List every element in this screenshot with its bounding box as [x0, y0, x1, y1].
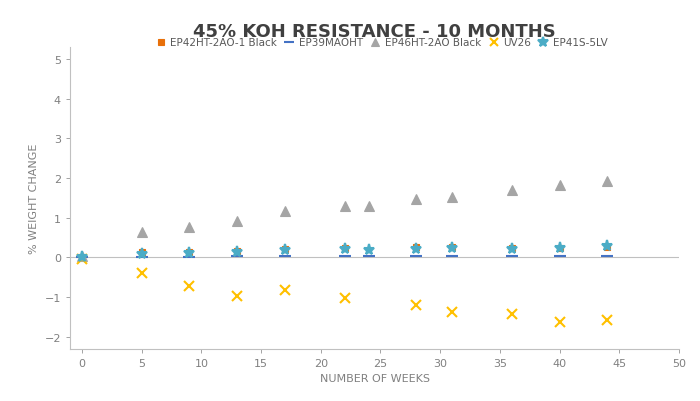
EP46HT-2AO Black [281, 209, 289, 214]
EP39MAOHT [233, 254, 242, 259]
EP39MAOHT [508, 254, 516, 259]
UV26 [281, 288, 289, 293]
EP46HT-2AO Black [233, 219, 242, 224]
EP46HT-2AO Black [555, 183, 564, 188]
EP41S-5LV [186, 251, 194, 255]
EP42HT-2AO-1 Black [137, 250, 146, 255]
EP46HT-2AO Black [603, 180, 612, 184]
EP42HT-2AO-1 Black [555, 245, 564, 250]
Y-axis label: % WEIGHT CHANGE: % WEIGHT CHANGE [29, 144, 39, 253]
UV26 [603, 318, 612, 323]
EP42HT-2AO-1 Black [603, 245, 612, 249]
EP42HT-2AO-1 Black [233, 249, 242, 253]
EP39MAOHT [281, 254, 289, 259]
EP39MAOHT [412, 254, 421, 259]
EP41S-5LV [281, 248, 289, 253]
EP46HT-2AO Black [364, 204, 372, 209]
Line: EP39MAOHT: EP39MAOHT [76, 251, 613, 263]
EP41S-5LV [555, 245, 564, 250]
EP46HT-2AO Black [137, 230, 146, 235]
Line: EP46HT-2AO Black: EP46HT-2AO Black [77, 177, 612, 261]
EP42HT-2AO-1 Black [412, 245, 421, 249]
EP42HT-2AO-1 Black [508, 245, 516, 250]
X-axis label: NUMBER OF WEEKS: NUMBER OF WEEKS [319, 373, 430, 383]
Line: EP42HT-2AO-1 Black: EP42HT-2AO-1 Black [78, 244, 611, 261]
Line: UV26: UV26 [77, 255, 612, 327]
Legend: EP42HT-2AO-1 Black, EP39MAOHT, EP46HT-2AO Black, UV26, EP41S-5LV: EP42HT-2AO-1 Black, EP39MAOHT, EP46HT-2A… [155, 38, 608, 48]
UV26 [78, 257, 86, 262]
EP39MAOHT [78, 255, 86, 260]
EP46HT-2AO Black [340, 204, 349, 209]
EP46HT-2AO Black [508, 188, 516, 193]
EP42HT-2AO-1 Black [281, 247, 289, 251]
EP39MAOHT [555, 254, 564, 259]
EP41S-5LV [233, 249, 242, 254]
UV26 [340, 296, 349, 301]
EP39MAOHT [137, 255, 146, 259]
EP42HT-2AO-1 Black [448, 245, 456, 249]
EP39MAOHT [364, 254, 372, 259]
EP41S-5LV [412, 247, 421, 251]
UV26 [137, 271, 146, 275]
EP41S-5LV [364, 247, 372, 252]
EP39MAOHT [448, 254, 456, 259]
UV26 [508, 312, 516, 316]
UV26 [186, 284, 194, 289]
EP41S-5LV [603, 244, 612, 249]
EP42HT-2AO-1 Black [340, 245, 349, 250]
EP46HT-2AO Black [448, 195, 456, 200]
EP41S-5LV [137, 251, 146, 256]
EP41S-5LV [448, 245, 456, 250]
EP42HT-2AO-1 Black [78, 255, 86, 259]
EP41S-5LV [508, 247, 516, 251]
EP46HT-2AO Black [186, 225, 194, 229]
UV26 [448, 310, 456, 315]
EP41S-5LV [78, 255, 86, 259]
Line: EP41S-5LV: EP41S-5LV [76, 241, 613, 263]
UV26 [412, 303, 421, 308]
EP39MAOHT [340, 254, 349, 259]
UV26 [233, 294, 242, 299]
EP39MAOHT [186, 255, 194, 259]
Title: 45% KOH RESISTANCE - 10 MONTHS: 45% KOH RESISTANCE - 10 MONTHS [193, 23, 556, 41]
EP46HT-2AO Black [78, 253, 86, 258]
UV26 [555, 320, 564, 324]
EP46HT-2AO Black [412, 197, 421, 202]
EP42HT-2AO-1 Black [186, 249, 194, 254]
EP39MAOHT [603, 254, 612, 259]
EP41S-5LV [340, 247, 349, 251]
